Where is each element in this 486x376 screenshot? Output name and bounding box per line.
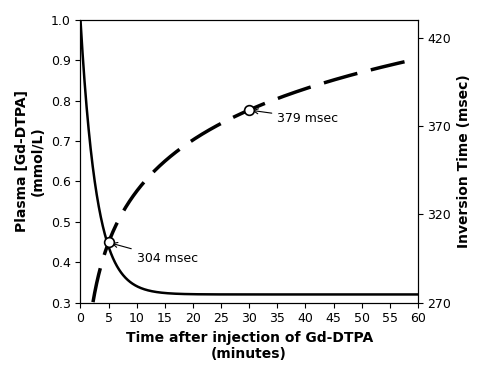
Text: 379 msec: 379 msec	[253, 109, 338, 124]
X-axis label: Time after injection of Gd-DTPA
(minutes): Time after injection of Gd-DTPA (minutes…	[125, 331, 373, 361]
Y-axis label: Inversion Time (msec): Inversion Time (msec)	[457, 74, 471, 248]
Text: 304 msec: 304 msec	[112, 243, 198, 265]
Y-axis label: Plasma [Gd-DTPA]
(mmol/L): Plasma [Gd-DTPA] (mmol/L)	[15, 90, 45, 232]
